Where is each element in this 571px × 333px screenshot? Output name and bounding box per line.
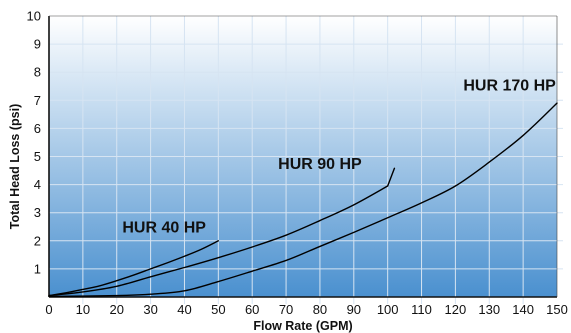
grid	[49, 16, 563, 304]
y-tick-label: 3	[34, 205, 41, 220]
x-tick-label: 60	[245, 302, 259, 317]
x-tick-label: 140	[512, 302, 534, 317]
series-line-hur-90-hp	[48, 167, 396, 297]
x-tick-label: 70	[279, 302, 293, 317]
y-tick-label: 6	[34, 121, 41, 136]
y-tick-label: 10	[27, 9, 41, 24]
series-label-hur-170-hp: HUR 170 HP	[463, 77, 556, 94]
x-tick-label: 30	[143, 302, 157, 317]
axes: 0 10 20 30 40 50 60 70 80 90 100 110 120 130 140 150 1 2 3…	[27, 9, 568, 318]
series-line-hur-40-hp	[48, 240, 220, 297]
x-tick-label: 100	[377, 302, 399, 317]
y-tick-label: 8	[34, 65, 41, 80]
x-tick-label: 40	[177, 302, 191, 317]
x-tick-label: 150	[546, 302, 568, 317]
series-labels: HUR 40 HP HUR 90 HP HUR 170 HP	[122, 77, 556, 236]
series-line-hur-170-hp	[48, 102, 558, 298]
y-tick-label: 1	[34, 261, 41, 276]
x-tick-label: 130	[478, 302, 500, 317]
series-lines	[48, 102, 558, 298]
series-label-hur-90-hp: HUR 90 HP	[278, 156, 362, 173]
x-tick-label: 120	[445, 302, 467, 317]
y-tick-label: 5	[34, 149, 41, 164]
x-tick-label: 110	[411, 302, 432, 317]
x-axis-title: Flow Rate (GPM)	[253, 319, 352, 333]
y-tick-label: 4	[34, 177, 41, 192]
x-tick-label: 0	[45, 302, 52, 317]
y-tick-label: 7	[34, 93, 41, 108]
x-tick-label: 80	[313, 302, 327, 317]
y-axis-title: Total Head Loss (psi)	[8, 104, 22, 229]
y-tick-label: 9	[34, 37, 41, 52]
y-tick-label: 2	[34, 233, 41, 248]
x-tick-label: 50	[211, 302, 225, 317]
x-tick-label: 90	[347, 302, 361, 317]
x-tick-label: 10	[76, 302, 90, 317]
series-label-hur-40-hp: HUR 40 HP	[122, 219, 206, 236]
x-tick-label: 20	[109, 302, 123, 317]
